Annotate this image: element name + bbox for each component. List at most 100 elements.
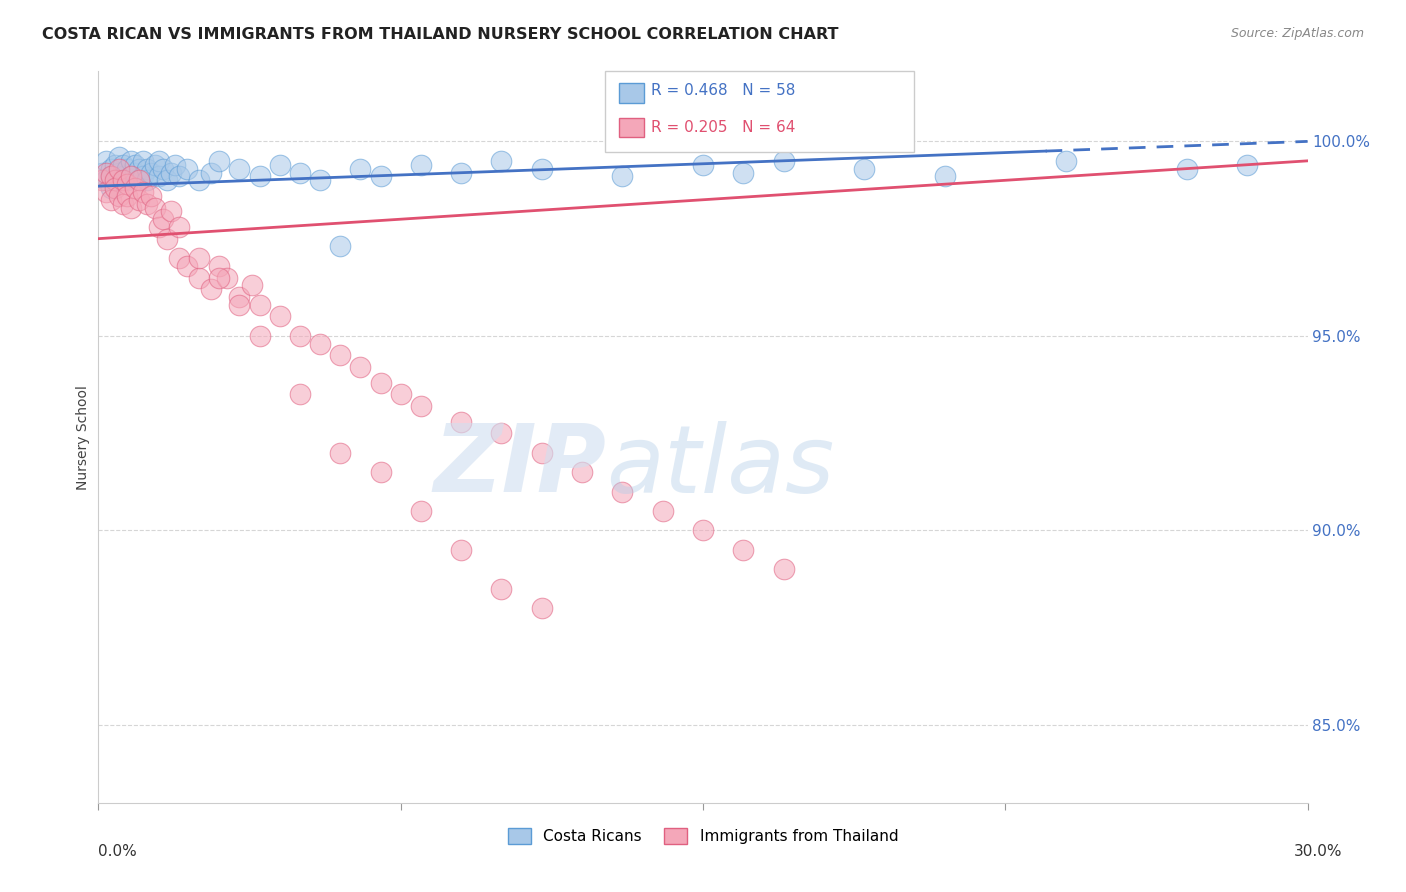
Point	[934, 169, 956, 184]
Point	[651, 504, 673, 518]
Point	[152, 212, 174, 227]
Point	[188, 251, 211, 265]
Point	[491, 153, 513, 168]
Point	[217, 270, 239, 285]
Point	[249, 169, 271, 184]
Point	[228, 298, 250, 312]
Point	[143, 158, 166, 172]
Point	[571, 465, 593, 479]
Point	[111, 173, 134, 187]
Point	[120, 153, 142, 168]
Point	[188, 270, 211, 285]
Point	[156, 232, 179, 246]
Point	[228, 161, 250, 176]
Point	[389, 387, 412, 401]
Point	[160, 165, 183, 179]
Point	[139, 165, 162, 179]
Point	[288, 329, 311, 343]
Point	[124, 165, 146, 179]
Point	[1175, 161, 1198, 176]
Point	[148, 153, 170, 168]
Point	[107, 189, 129, 203]
Text: Source: ZipAtlas.com: Source: ZipAtlas.com	[1230, 27, 1364, 40]
Point	[370, 376, 392, 390]
Point	[692, 524, 714, 538]
Point	[96, 165, 118, 179]
Point	[111, 169, 134, 184]
Point	[530, 601, 553, 615]
Point	[152, 161, 174, 176]
Point	[733, 165, 755, 179]
Point	[100, 193, 122, 207]
Point	[1236, 158, 1258, 172]
Point	[96, 185, 118, 199]
Point	[249, 298, 271, 312]
Point	[132, 169, 155, 184]
Text: atlas: atlas	[606, 421, 835, 512]
Legend: Costa Ricans, Immigrants from Thailand: Costa Ricans, Immigrants from Thailand	[502, 822, 904, 850]
Point	[128, 161, 150, 176]
Point	[188, 173, 211, 187]
Point	[530, 445, 553, 459]
Point	[309, 173, 332, 187]
Point	[103, 158, 125, 172]
Point	[107, 150, 129, 164]
Point	[103, 181, 125, 195]
Point	[148, 169, 170, 184]
Point	[269, 158, 291, 172]
Point	[120, 169, 142, 184]
Text: R = 0.205   N = 64: R = 0.205 N = 64	[651, 120, 796, 135]
Point	[156, 173, 179, 187]
Point	[160, 204, 183, 219]
Point	[692, 158, 714, 172]
Point	[103, 173, 125, 187]
Point	[135, 173, 157, 187]
Point	[111, 158, 134, 172]
Point	[349, 359, 371, 374]
Point	[100, 169, 122, 184]
Point	[309, 336, 332, 351]
Point	[100, 181, 122, 195]
Text: ZIP: ZIP	[433, 420, 606, 512]
Point	[612, 169, 634, 184]
Point	[370, 465, 392, 479]
Point	[240, 278, 263, 293]
Point	[450, 542, 472, 557]
Point	[139, 189, 162, 203]
Point	[111, 196, 134, 211]
Point	[208, 153, 231, 168]
Point	[288, 165, 311, 179]
Point	[115, 173, 138, 187]
Text: COSTA RICAN VS IMMIGRANTS FROM THAILAND NURSERY SCHOOL CORRELATION CHART: COSTA RICAN VS IMMIGRANTS FROM THAILAND …	[42, 27, 839, 42]
Point	[853, 161, 876, 176]
Point	[132, 153, 155, 168]
Point	[120, 201, 142, 215]
Point	[115, 161, 138, 176]
Point	[167, 219, 190, 234]
Point	[450, 415, 472, 429]
Point	[91, 173, 114, 187]
Point	[128, 173, 150, 187]
Point	[132, 185, 155, 199]
Point	[176, 161, 198, 176]
Point	[288, 387, 311, 401]
Point	[107, 161, 129, 176]
Point	[115, 189, 138, 203]
Point	[370, 169, 392, 184]
Point	[530, 161, 553, 176]
Point	[491, 426, 513, 441]
Point	[124, 181, 146, 195]
Point	[100, 169, 122, 184]
Point	[772, 562, 794, 576]
Point	[200, 282, 222, 296]
Point	[228, 290, 250, 304]
Point	[450, 165, 472, 179]
Point	[148, 219, 170, 234]
Text: 0.0%: 0.0%	[98, 845, 138, 859]
Point	[772, 153, 794, 168]
Point	[208, 270, 231, 285]
Point	[128, 193, 150, 207]
Point	[329, 348, 352, 362]
Point	[409, 399, 432, 413]
Point	[100, 161, 122, 176]
